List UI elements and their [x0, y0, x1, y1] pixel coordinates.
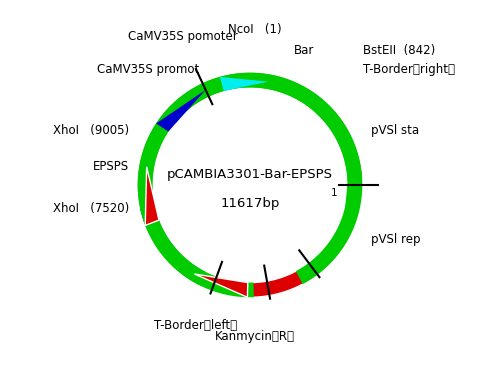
- Polygon shape: [146, 73, 362, 297]
- Polygon shape: [220, 77, 268, 91]
- Text: Bar: Bar: [294, 44, 314, 57]
- Text: CaMV35S pomoter: CaMV35S pomoter: [128, 30, 238, 43]
- Polygon shape: [138, 73, 362, 297]
- Text: pCAMBIA3301-Bar-EPSPS: pCAMBIA3301-Bar-EPSPS: [167, 168, 333, 181]
- Text: BstEII  (842): BstEII (842): [364, 44, 436, 57]
- Text: XhoI   (7520): XhoI (7520): [53, 202, 130, 215]
- Text: pVSl sta: pVSl sta: [370, 124, 419, 137]
- Polygon shape: [138, 73, 362, 297]
- Polygon shape: [145, 167, 159, 225]
- Text: T-Border（right）: T-Border（right）: [364, 63, 456, 76]
- Text: 1: 1: [330, 188, 337, 198]
- Text: T-Border（left）: T-Border（left）: [154, 319, 237, 332]
- Text: EPSPS: EPSPS: [93, 159, 130, 173]
- Polygon shape: [342, 182, 362, 234]
- Polygon shape: [138, 77, 357, 297]
- Text: Kanmycin（R）: Kanmycin（R）: [215, 330, 295, 343]
- Polygon shape: [138, 74, 362, 297]
- Polygon shape: [194, 274, 248, 297]
- Polygon shape: [138, 73, 362, 285]
- Text: CaMV35S promot: CaMV35S promot: [98, 63, 200, 76]
- Text: XhoI   (9005): XhoI (9005): [53, 124, 130, 137]
- Text: NcoI   (1): NcoI (1): [228, 23, 282, 36]
- Text: 11617bp: 11617bp: [220, 197, 280, 211]
- Polygon shape: [156, 90, 206, 131]
- Text: pVSl rep: pVSl rep: [370, 233, 420, 246]
